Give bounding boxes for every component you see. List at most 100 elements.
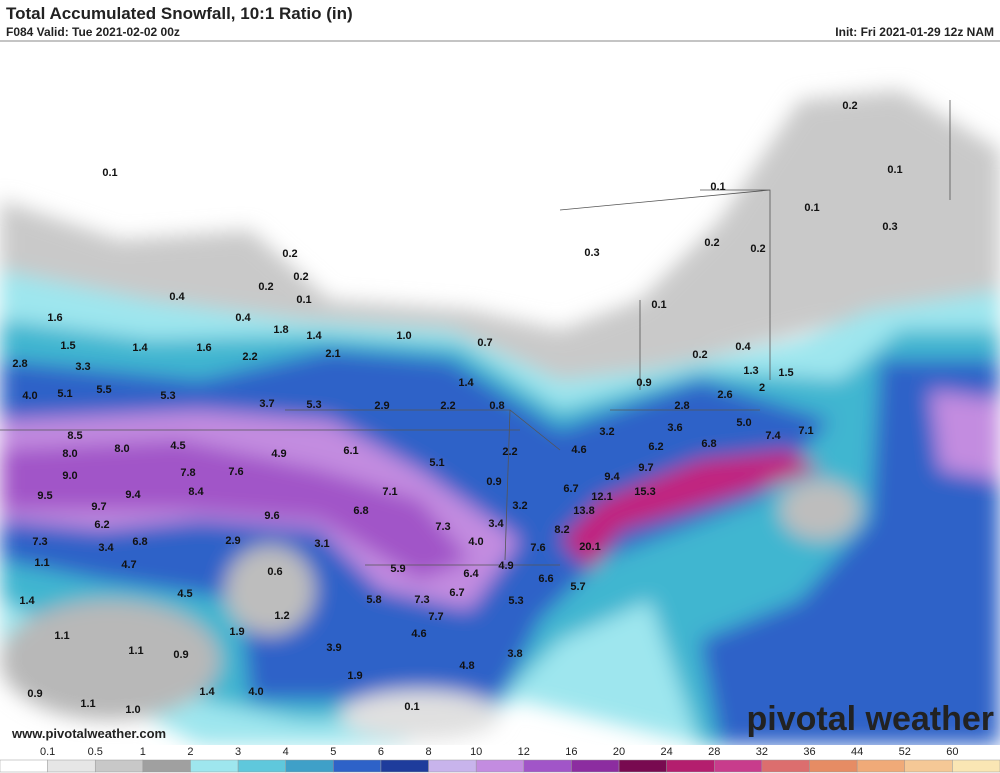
point-label: 15.3 [634, 486, 655, 498]
point-label: 5.0 [736, 417, 751, 429]
point-label: 0.1 [887, 164, 902, 176]
point-label: 0.2 [692, 349, 707, 361]
point-label: 6.8 [353, 505, 368, 517]
point-label: 3.2 [599, 426, 614, 438]
point-label: 0.2 [704, 237, 719, 249]
point-label: 9.0 [62, 470, 77, 482]
colorbar-tick-label: 12 [518, 746, 530, 758]
point-label: 2.2 [242, 351, 257, 363]
colorbar-tick-label: 1 [140, 746, 146, 758]
point-label: 3.4 [98, 542, 114, 554]
colorbar-tick-label: 44 [851, 746, 863, 758]
point-label: 1.6 [47, 312, 62, 324]
header-band [0, 0, 1000, 42]
colorbar-swatch [856, 759, 906, 773]
colorbar-swatch [0, 759, 48, 773]
point-label: 7.3 [32, 536, 47, 548]
colorbar-swatch [142, 759, 191, 773]
colorbar-swatch [618, 759, 667, 773]
point-label: 1.5 [60, 340, 75, 352]
point-label: 0.2 [750, 243, 765, 255]
point-label: 5.1 [57, 388, 72, 400]
colorbar-swatch [714, 759, 763, 773]
point-label: 8.0 [114, 443, 129, 455]
point-label: 5.7 [570, 581, 585, 593]
point-label: 6.7 [449, 587, 464, 599]
point-label: 1.0 [125, 704, 140, 716]
point-label: 4.0 [468, 536, 483, 548]
colorbar-swatch [190, 759, 239, 773]
point-label: 0.2 [258, 281, 273, 293]
point-label: 0.9 [486, 476, 501, 488]
point-labels: 0.1 0.2 0.2 0.2 0.1 0.4 0.4 1.6 1.8 1.4 1.0 0.7 1.5 1… [12, 100, 902, 716]
point-label: 4.9 [498, 560, 513, 572]
point-label: 7.6 [228, 466, 243, 478]
point-label: 9.7 [638, 462, 653, 474]
colorbar-tick-label: 2 [187, 746, 193, 758]
point-label: 2.9 [225, 535, 240, 547]
point-label: 2.6 [717, 389, 732, 401]
point-label: 7.7 [428, 611, 443, 623]
point-label: 2.2 [502, 446, 517, 458]
colorbar-swatch [761, 759, 810, 773]
colorbar-swatch [952, 759, 1000, 773]
colorbar-swatch [475, 759, 525, 773]
website: www.pivotalweather.com [11, 726, 166, 741]
point-label: 1.0 [396, 330, 411, 342]
point-label: 5.3 [160, 390, 175, 402]
colorbar-tick-label: 60 [946, 746, 958, 758]
colorbar-tick-label: 20 [613, 746, 625, 758]
point-label: 5.8 [366, 594, 381, 606]
point-label: 1.2 [274, 610, 289, 622]
colorbar-swatch [237, 759, 286, 773]
point-label: 2.8 [12, 358, 27, 370]
logo: pivotal weather [746, 700, 994, 738]
point-label: 4.0 [248, 686, 263, 698]
point-label: 9.6 [264, 510, 279, 522]
point-label: 2.1 [325, 348, 340, 360]
colorbar-tick-label: 0.1 [40, 746, 55, 758]
colorbar-tick-label: 10 [470, 746, 482, 758]
point-label: 0.2 [282, 248, 297, 260]
point-label: 7.6 [530, 542, 545, 554]
point-label: 0.8 [489, 400, 504, 412]
point-label: 13.8 [573, 505, 594, 517]
point-label: 3.7 [259, 398, 274, 410]
point-label: 8.0 [62, 448, 77, 460]
colorbar-swatch [380, 759, 429, 773]
point-label: 7.8 [180, 467, 195, 479]
point-label: 0.3 [584, 247, 599, 259]
colorbar-tick-label: 4 [283, 746, 289, 758]
point-label: 2 [759, 382, 765, 394]
point-label: 0.1 [102, 167, 117, 179]
colorbar-tick-label: 28 [708, 746, 720, 758]
point-label: 3.9 [326, 642, 341, 654]
point-label: 1.9 [229, 626, 244, 638]
colorbar-tick-label: 24 [661, 746, 673, 758]
point-label: 3.3 [75, 361, 90, 373]
colorbar-tick-label: 16 [565, 746, 577, 758]
point-label: 5.1 [429, 457, 444, 469]
point-label: 9.4 [604, 471, 620, 483]
point-label: 0.4 [735, 341, 751, 353]
point-label: 7.4 [765, 430, 781, 442]
colorbar-swatch [428, 759, 477, 773]
state-lines [0, 100, 951, 566]
boundaries [0, 100, 951, 566]
colorbar-swatch [94, 759, 144, 773]
point-label: 6.7 [563, 483, 578, 495]
colorbar-tick-label: 36 [803, 746, 815, 758]
init-time: Init: Fri 2021-01-29 12z NAM [835, 25, 994, 39]
point-label: 0.7 [477, 337, 492, 349]
colorbar-swatch [904, 759, 953, 773]
point-label: 2.8 [674, 400, 689, 412]
point-label: 12.1 [591, 491, 612, 503]
point-label: 6.4 [463, 568, 479, 580]
point-label: 2.9 [374, 400, 389, 412]
point-label: 7.1 [382, 486, 397, 498]
colorbar-tick-label: 0.5 [88, 746, 103, 758]
point-label: 1.5 [778, 367, 793, 379]
colorbar-swatch [285, 759, 334, 773]
point-label: 7.3 [435, 521, 450, 533]
